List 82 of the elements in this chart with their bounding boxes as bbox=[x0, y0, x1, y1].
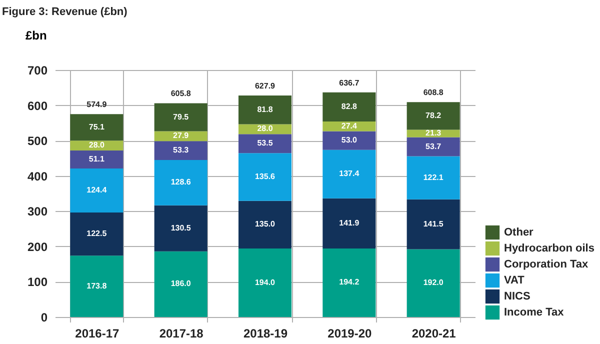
bar bbox=[238, 95, 292, 124]
data-label: 53.5 bbox=[257, 138, 274, 148]
total-label: 608.8 bbox=[423, 88, 444, 98]
data-label: 141.9 bbox=[339, 218, 360, 228]
bar bbox=[154, 160, 208, 206]
bar bbox=[70, 256, 124, 317]
total-label: 605.8 bbox=[170, 89, 192, 98]
bar bbox=[238, 134, 292, 154]
x-tick-label: 2016-17 bbox=[75, 326, 120, 340]
data-label: 128.6 bbox=[170, 178, 192, 187]
x-tick-label: 2020-21 bbox=[412, 326, 456, 340]
data-label: 78.2 bbox=[426, 110, 442, 120]
y-tick-label: 600 bbox=[27, 98, 48, 113]
y-tick-label: 700 bbox=[27, 64, 48, 78]
chart-title: Figure 3: Revenue (£bn) bbox=[2, 6, 128, 18]
data-label: 27.4 bbox=[341, 121, 358, 130]
bar bbox=[406, 156, 460, 200]
data-label: 192.0 bbox=[423, 278, 444, 288]
data-label: 28.0 bbox=[257, 124, 274, 134]
bar bbox=[322, 131, 376, 150]
legend-label: NICS bbox=[504, 290, 530, 302]
x-tick-label: 2017-18 bbox=[159, 326, 204, 340]
legend-label: Income Tax bbox=[504, 306, 565, 318]
data-label: 28.0 bbox=[88, 140, 105, 150]
data-label: 130.5 bbox=[170, 223, 192, 232]
bar bbox=[154, 141, 208, 160]
legend-label: Hydrocarbon oils bbox=[504, 242, 594, 254]
data-label: 137.4 bbox=[339, 169, 360, 178]
data-label: 186.0 bbox=[170, 279, 192, 288]
bar bbox=[70, 114, 124, 141]
data-label: 122.1 bbox=[423, 172, 444, 182]
data-label: 141.5 bbox=[423, 219, 444, 228]
y-tick-label: 200 bbox=[27, 240, 48, 254]
data-label: 81.8 bbox=[257, 104, 274, 114]
bar bbox=[322, 150, 376, 198]
data-label: 21.3 bbox=[426, 128, 442, 138]
data-label: 194.2 bbox=[339, 278, 360, 287]
bar bbox=[322, 92, 376, 122]
y-axis-title: £bn bbox=[26, 28, 47, 42]
total-label: 627.9 bbox=[254, 81, 276, 90]
data-label: 75.1 bbox=[88, 122, 105, 132]
data-label: 79.5 bbox=[173, 112, 190, 122]
y-tick-label: 0 bbox=[40, 310, 48, 324]
bar bbox=[406, 102, 460, 130]
bar bbox=[238, 248, 292, 317]
data-label: 124.4 bbox=[86, 186, 108, 194]
legend-label: Corporation Tax bbox=[504, 258, 590, 270]
total-label: 636.7 bbox=[339, 78, 360, 88]
bar bbox=[238, 153, 292, 201]
data-label: 122.5 bbox=[86, 229, 108, 238]
data-label: 82.8 bbox=[341, 102, 358, 111]
y-tick-label: 400 bbox=[27, 169, 48, 184]
total-label: 574.9 bbox=[86, 100, 108, 110]
bar bbox=[70, 168, 124, 212]
data-label: 173.8 bbox=[86, 281, 108, 290]
bar bbox=[238, 200, 292, 249]
bar bbox=[154, 205, 208, 252]
data-label: 27.9 bbox=[173, 131, 190, 140]
y-tick-label: 300 bbox=[27, 204, 48, 219]
bar bbox=[70, 140, 124, 151]
x-tick-label: 2018-19 bbox=[243, 326, 288, 340]
bar bbox=[154, 103, 208, 132]
data-label: 51.1 bbox=[88, 154, 105, 164]
legend-label: Other bbox=[504, 226, 534, 238]
bar bbox=[322, 198, 376, 248]
data-label: 194.0 bbox=[254, 278, 276, 287]
legend-label: VAT bbox=[504, 274, 525, 286]
y-tick-label: 100 bbox=[27, 275, 48, 290]
data-label: 53.7 bbox=[426, 142, 442, 151]
bar bbox=[70, 212, 124, 256]
y-tick-label: 500 bbox=[27, 134, 48, 148]
bar bbox=[406, 199, 460, 250]
bar bbox=[406, 137, 460, 156]
data-label: 135.6 bbox=[254, 172, 276, 181]
x-tick-label: 2019-20 bbox=[328, 326, 372, 340]
data-label: 135.0 bbox=[254, 220, 276, 229]
bar bbox=[70, 150, 124, 169]
data-label: 53.3 bbox=[173, 146, 190, 155]
bar bbox=[322, 248, 376, 317]
bar bbox=[406, 249, 460, 317]
data-label: 53.0 bbox=[341, 136, 358, 145]
bar bbox=[154, 251, 208, 317]
